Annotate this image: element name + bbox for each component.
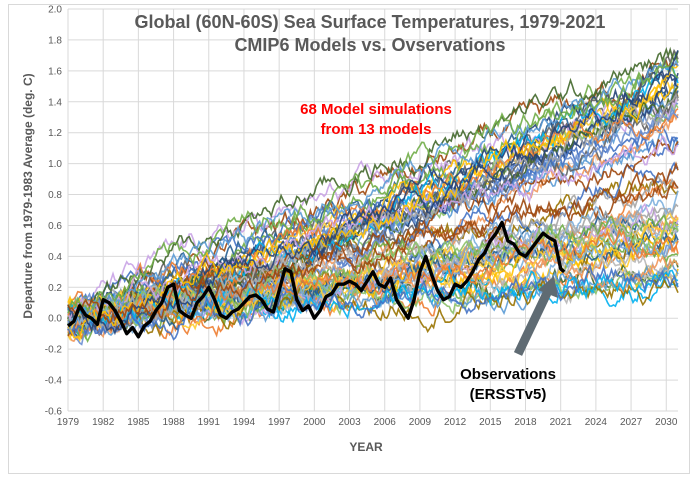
- x-tick-label: 2024: [585, 417, 608, 428]
- y-tick-label: -0.6: [45, 407, 63, 418]
- y-tick-label: -0.2: [45, 345, 63, 356]
- observations-line: [66, 220, 566, 339]
- chart-subtitle: CMIP6 Models vs. Ovservations: [234, 35, 505, 55]
- x-tick-label: 1985: [127, 417, 150, 428]
- x-tick-label: 2006: [374, 417, 397, 428]
- model-series-line: [67, 49, 679, 336]
- x-tick-label: 2012: [444, 417, 467, 428]
- observations-annotation-line-1: Observations: [460, 366, 556, 383]
- model-series-line: [67, 263, 679, 341]
- y-tick-label: -0.4: [45, 376, 63, 387]
- y-axis-label: Departure from 1979-1983 Average (deg. C…: [21, 73, 35, 318]
- model-series-line: [67, 161, 679, 324]
- x-tick-label: 1988: [162, 417, 185, 428]
- model-series-line: [67, 72, 679, 329]
- x-tick-label: 2027: [620, 417, 643, 428]
- model-series-line: [67, 260, 679, 336]
- y-tick-label: 2.0: [48, 5, 62, 16]
- y-tick-label: 0.2: [48, 283, 62, 294]
- x-tick-label: 2000: [303, 417, 326, 428]
- models-annotation-line-1: 68 Model simulations: [300, 101, 452, 118]
- y-tick-label: 1.8: [48, 35, 62, 46]
- model-series-line: [67, 46, 679, 321]
- x-tick-label: 1982: [92, 417, 115, 428]
- observations-arrow: [513, 276, 558, 356]
- x-axis-ticks: 1979 1982 1985 1988 1991 1994 1997 2000 2003 2006…: [57, 417, 678, 428]
- model-series-line: [67, 134, 679, 322]
- x-tick-label: 1997: [268, 417, 291, 428]
- observations-annotation-line-2: (ERSSTv5): [470, 386, 547, 403]
- model-series-line: [67, 59, 679, 331]
- x-tick-label: 1979: [57, 417, 80, 428]
- y-tick-label: 0.8: [48, 190, 62, 201]
- model-series-line: [67, 219, 679, 321]
- y-tick-label: 0.4: [48, 252, 62, 263]
- x-tick-label: 2003: [338, 417, 361, 428]
- model-series-line: [67, 64, 679, 342]
- y-tick-label: 1.6: [48, 66, 62, 77]
- model-ensemble: [67, 46, 679, 346]
- x-tick-label: 2018: [514, 417, 537, 428]
- chart-title: Global (60N-60S) Sea Surface Temperature…: [135, 12, 606, 32]
- y-tick-label: 0.6: [48, 221, 62, 232]
- y-tick-label: 0.0: [48, 314, 62, 325]
- x-tick-label: 2021: [550, 417, 573, 428]
- x-tick-label: 2030: [655, 417, 678, 428]
- model-series-line: [67, 203, 679, 318]
- y-tick-label: 1.4: [48, 97, 62, 108]
- x-tick-label: 2009: [409, 417, 432, 428]
- y-axis-ticks: -0.6 -0.4 -0.2 0.0 0.2 0.4 0.6 0.8 1.0 1.2 1.4 1.6 1…: [45, 5, 63, 418]
- model-series-line: [67, 65, 679, 314]
- x-tick-label: 2015: [479, 417, 502, 428]
- y-tick-label: 1.2: [48, 128, 62, 139]
- x-axis-label: YEAR: [349, 440, 383, 454]
- x-tick-label: 1991: [198, 417, 221, 428]
- x-tick-label: 1994: [233, 417, 256, 428]
- observations-series: [66, 220, 566, 339]
- y-tick-label: 1.0: [48, 159, 62, 170]
- models-annotation-line-2: from 13 models: [321, 121, 432, 138]
